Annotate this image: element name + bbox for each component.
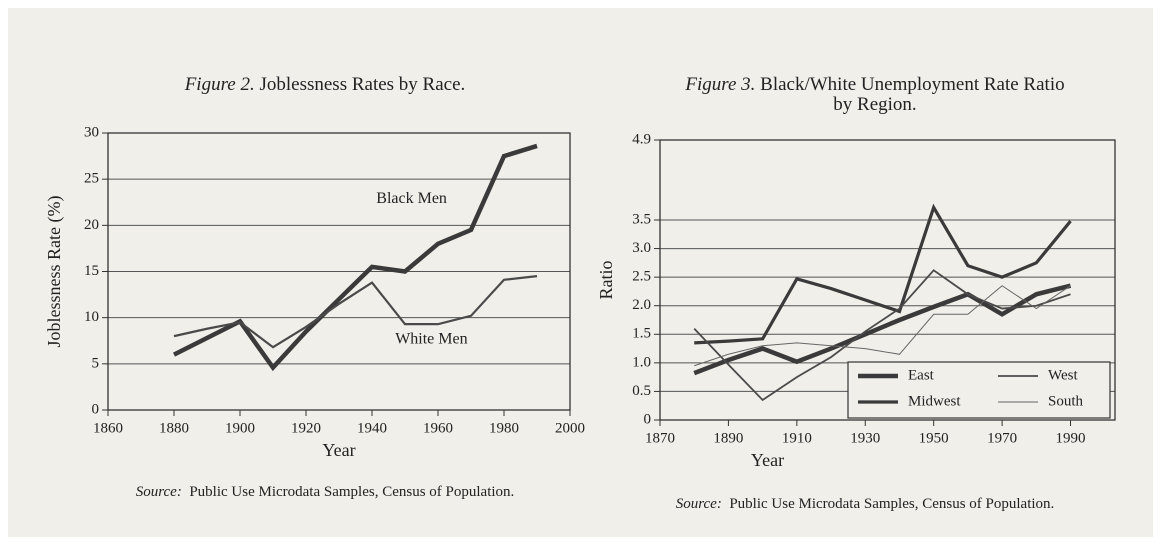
- y-tick-label: 5: [92, 355, 100, 371]
- legend-box: [847, 361, 1111, 419]
- chart-title: by Region.: [833, 94, 916, 115]
- x-tick-label: 1990: [1056, 430, 1086, 446]
- x-tick-label: 1960: [423, 420, 453, 436]
- y-axis-label: Ratio: [596, 261, 616, 300]
- y-tick-label: 0.5: [632, 383, 651, 399]
- title-text: Joblessness Rates by Race.: [259, 74, 465, 95]
- chart-title: Figure 2. Joblessness Rates by Race.: [184, 74, 466, 95]
- source-text: Public Use Microdata Samples, Census of …: [729, 496, 1054, 512]
- plot-frame: [659, 139, 1116, 421]
- legend-label: East: [908, 367, 935, 383]
- legend-label: West: [1048, 367, 1078, 383]
- y-tick-label: 10: [84, 309, 99, 325]
- x-tick-label: 1980: [489, 420, 519, 436]
- figure-label: Figure 2.: [184, 74, 255, 95]
- x-tick-label: 1930: [850, 430, 880, 446]
- x-tick-label: 1870: [645, 430, 675, 446]
- series-line: [693, 269, 1071, 402]
- plot-frame: [107, 132, 571, 411]
- x-tick-label: 1950: [919, 430, 949, 446]
- x-tick-label: 1890: [713, 430, 743, 446]
- series-line: [694, 203, 1072, 345]
- x-tick-label: 1900: [225, 420, 255, 436]
- legend-label: South: [1048, 393, 1084, 409]
- x-tick-label: 1970: [987, 430, 1017, 446]
- chart-title: Figure 3. Black/White Unemployment Rate …: [684, 74, 1064, 95]
- x-tick-label: 1860: [93, 420, 123, 436]
- series-line: [173, 275, 538, 349]
- x-tick-label: 2000: [555, 420, 585, 436]
- series-annotation: Black Men: [376, 190, 447, 207]
- y-tick-label: 0: [92, 401, 100, 417]
- title-text: by Region.: [833, 94, 916, 115]
- y-axis-label: Joblessness Rate (%): [44, 196, 65, 348]
- figure-label: Figure 3.: [684, 74, 755, 95]
- x-axis-label: Year: [322, 440, 355, 460]
- source-label: Source:: [136, 484, 182, 500]
- x-tick-label: 1920: [291, 420, 321, 436]
- y-tick-label: 4.9: [632, 131, 651, 147]
- x-tick-label: 1910: [782, 430, 812, 446]
- source-note: Source: Public Use Microdata Samples, Ce…: [676, 496, 1055, 512]
- y-tick-label: 20: [84, 217, 99, 233]
- legend-label: Midwest: [908, 393, 961, 409]
- y-tick-label: 0: [644, 411, 652, 427]
- series-line: [693, 283, 1072, 376]
- y-tick-label: 3.5: [632, 211, 651, 227]
- space: [182, 484, 190, 500]
- source-text: Public Use Microdata Samples, Census of …: [189, 484, 514, 500]
- y-tick-label: 15: [84, 263, 99, 279]
- source-label: Source:: [676, 496, 722, 512]
- x-tick-label: 1940: [357, 420, 387, 436]
- series-annotation: White Men: [395, 330, 467, 347]
- y-tick-label: 3.0: [632, 240, 651, 256]
- x-tick-label: 1880: [159, 420, 189, 436]
- y-tick-label: 2.0: [632, 297, 651, 313]
- series-line: [694, 285, 1071, 367]
- paper: [8, 8, 1153, 537]
- space: [722, 496, 730, 512]
- source-note: Source: Public Use Microdata Samples, Ce…: [136, 484, 515, 500]
- y-tick-label: 30: [84, 124, 99, 140]
- y-tick-label: 2.5: [632, 269, 651, 285]
- title-text: Black/White Unemployment Rate Ratio: [760, 74, 1064, 95]
- y-tick-label: 1.0: [632, 354, 651, 370]
- y-tick-label: 1.5: [632, 326, 651, 342]
- x-axis-label: Year: [751, 450, 784, 470]
- y-tick-label: 25: [84, 171, 99, 187]
